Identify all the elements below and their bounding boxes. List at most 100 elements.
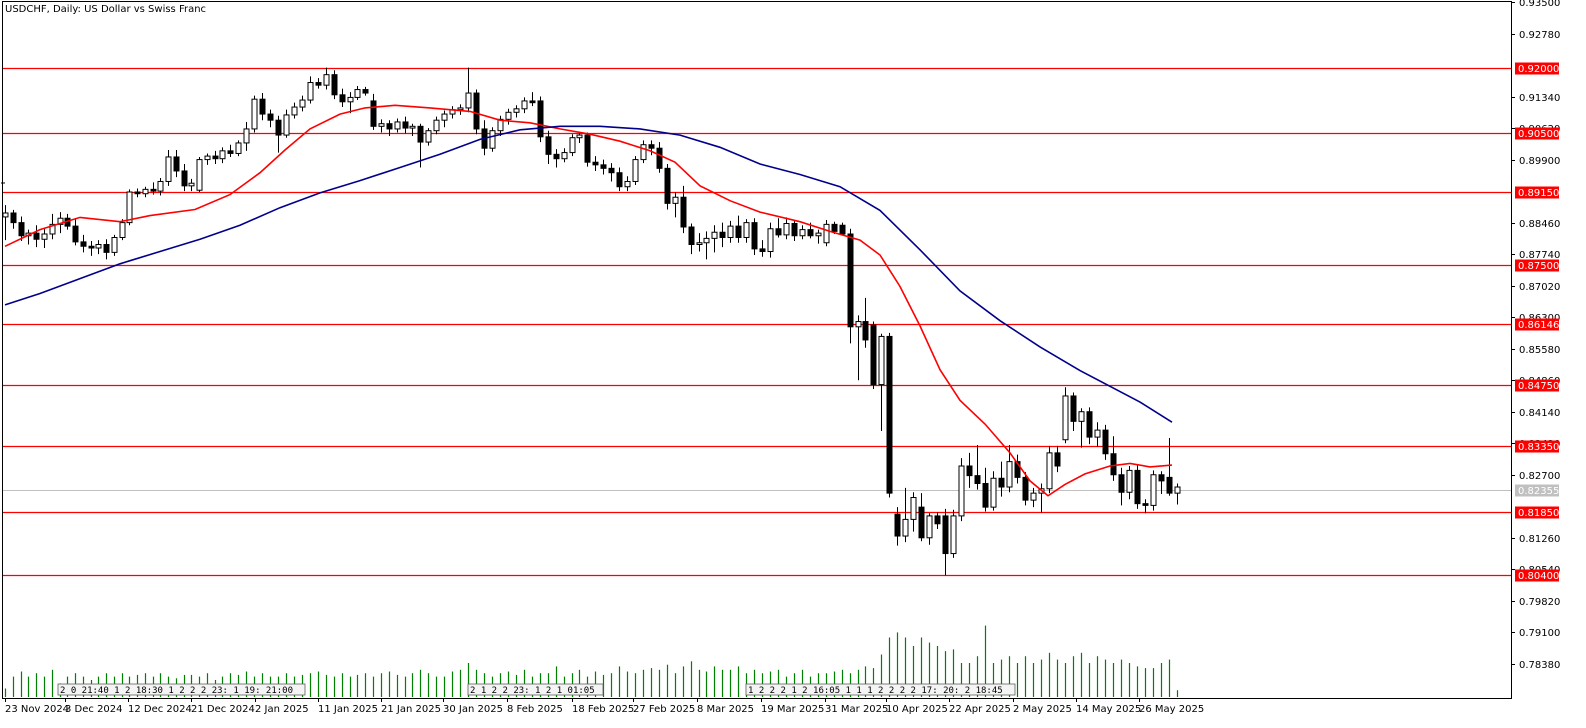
candle[interactable] bbox=[624, 176, 631, 192]
candle[interactable] bbox=[1022, 472, 1029, 506]
candle[interactable] bbox=[1094, 422, 1101, 447]
candle[interactable] bbox=[1054, 445, 1061, 473]
candle[interactable] bbox=[545, 130, 552, 164]
candle[interactable] bbox=[1102, 424, 1109, 460]
candle[interactable] bbox=[664, 163, 671, 210]
candle[interactable] bbox=[950, 509, 957, 558]
candle[interactable] bbox=[441, 110, 448, 128]
candle[interactable] bbox=[513, 105, 520, 118]
candle[interactable] bbox=[196, 156, 203, 192]
candle[interactable] bbox=[1078, 408, 1085, 448]
candle[interactable] bbox=[299, 95, 306, 112]
candle[interactable] bbox=[134, 188, 141, 198]
candle[interactable] bbox=[799, 225, 806, 240]
candle[interactable] bbox=[181, 163, 188, 192]
candle[interactable] bbox=[142, 186, 149, 198]
candle[interactable] bbox=[823, 219, 830, 247]
candle[interactable] bbox=[696, 233, 703, 252]
candle[interactable] bbox=[489, 127, 496, 152]
candle[interactable] bbox=[1126, 466, 1133, 500]
candle[interactable] bbox=[926, 513, 933, 545]
candle[interactable] bbox=[735, 215, 742, 243]
candle[interactable] bbox=[227, 144, 234, 157]
candle[interactable] bbox=[354, 86, 361, 101]
candle[interactable] bbox=[88, 241, 95, 256]
candle[interactable] bbox=[95, 240, 102, 255]
candle[interactable] bbox=[386, 120, 393, 136]
candle[interactable] bbox=[10, 209, 17, 229]
candle[interactable] bbox=[878, 333, 885, 431]
candle[interactable] bbox=[33, 225, 40, 248]
candle[interactable] bbox=[640, 140, 647, 164]
candle[interactable] bbox=[998, 461, 1005, 497]
candle[interactable] bbox=[1110, 436, 1117, 481]
candle[interactable] bbox=[600, 159, 607, 175]
candle[interactable] bbox=[902, 487, 909, 543]
candle[interactable] bbox=[672, 191, 679, 218]
candle[interactable] bbox=[339, 88, 346, 108]
candle[interactable] bbox=[103, 239, 110, 260]
candle[interactable] bbox=[283, 109, 290, 138]
candle[interactable] bbox=[934, 512, 941, 530]
candle[interactable] bbox=[497, 115, 504, 136]
candle[interactable] bbox=[561, 148, 568, 163]
candle[interactable] bbox=[791, 219, 798, 242]
candle[interactable] bbox=[1158, 471, 1165, 495]
candle[interactable] bbox=[886, 332, 893, 498]
candle[interactable] bbox=[966, 452, 973, 488]
candle[interactable] bbox=[212, 150, 219, 164]
candle[interactable] bbox=[711, 225, 718, 253]
candle[interactable] bbox=[473, 89, 480, 135]
candle[interactable] bbox=[323, 67, 330, 90]
candle[interactable] bbox=[307, 76, 314, 104]
candle[interactable] bbox=[775, 218, 782, 238]
candle[interactable] bbox=[719, 222, 726, 248]
candle[interactable] bbox=[150, 182, 157, 195]
candle[interactable] bbox=[688, 223, 695, 255]
event-marker-strip[interactable] bbox=[467, 683, 604, 696]
candle[interactable] bbox=[425, 128, 432, 146]
candle[interactable] bbox=[592, 156, 599, 171]
candle[interactable] bbox=[409, 123, 416, 136]
candle[interactable] bbox=[378, 119, 385, 133]
candle[interactable] bbox=[465, 67, 472, 113]
candle[interactable] bbox=[259, 93, 266, 121]
candle[interactable] bbox=[80, 234, 87, 253]
candle[interactable] bbox=[1134, 464, 1141, 509]
candle[interactable] bbox=[918, 493, 925, 542]
candle[interactable] bbox=[783, 217, 790, 240]
candle[interactable] bbox=[648, 140, 655, 156]
candle[interactable] bbox=[243, 121, 250, 151]
candle[interactable] bbox=[1118, 467, 1125, 506]
candle[interactable] bbox=[751, 218, 758, 256]
candle[interactable] bbox=[1166, 437, 1173, 496]
candle[interactable] bbox=[974, 444, 981, 490]
candle[interactable] bbox=[584, 132, 591, 167]
candle[interactable] bbox=[157, 177, 164, 196]
candle[interactable] bbox=[370, 93, 377, 130]
candle[interactable] bbox=[990, 471, 997, 511]
candle[interactable] bbox=[394, 118, 401, 133]
candle[interactable] bbox=[235, 140, 242, 157]
candle[interactable] bbox=[703, 231, 710, 260]
candle[interactable] bbox=[402, 116, 409, 134]
candle[interactable] bbox=[616, 167, 623, 192]
candle[interactable] bbox=[569, 134, 576, 157]
candle[interactable] bbox=[1086, 407, 1093, 445]
candle[interactable] bbox=[982, 467, 989, 512]
candle[interactable] bbox=[119, 219, 126, 241]
candle[interactable] bbox=[632, 156, 639, 185]
candle[interactable] bbox=[942, 508, 949, 576]
candle[interactable] bbox=[219, 147, 226, 164]
candle[interactable] bbox=[267, 109, 274, 128]
candle[interactable] bbox=[521, 97, 528, 114]
candle[interactable] bbox=[894, 507, 901, 546]
candle[interactable] bbox=[291, 102, 298, 119]
candle[interactable] bbox=[727, 220, 734, 243]
candle[interactable] bbox=[72, 218, 79, 246]
candle[interactable] bbox=[847, 228, 854, 344]
candle[interactable] bbox=[553, 149, 560, 168]
candle[interactable] bbox=[1046, 445, 1053, 494]
candle[interactable] bbox=[111, 234, 118, 256]
candle[interactable] bbox=[958, 458, 965, 522]
